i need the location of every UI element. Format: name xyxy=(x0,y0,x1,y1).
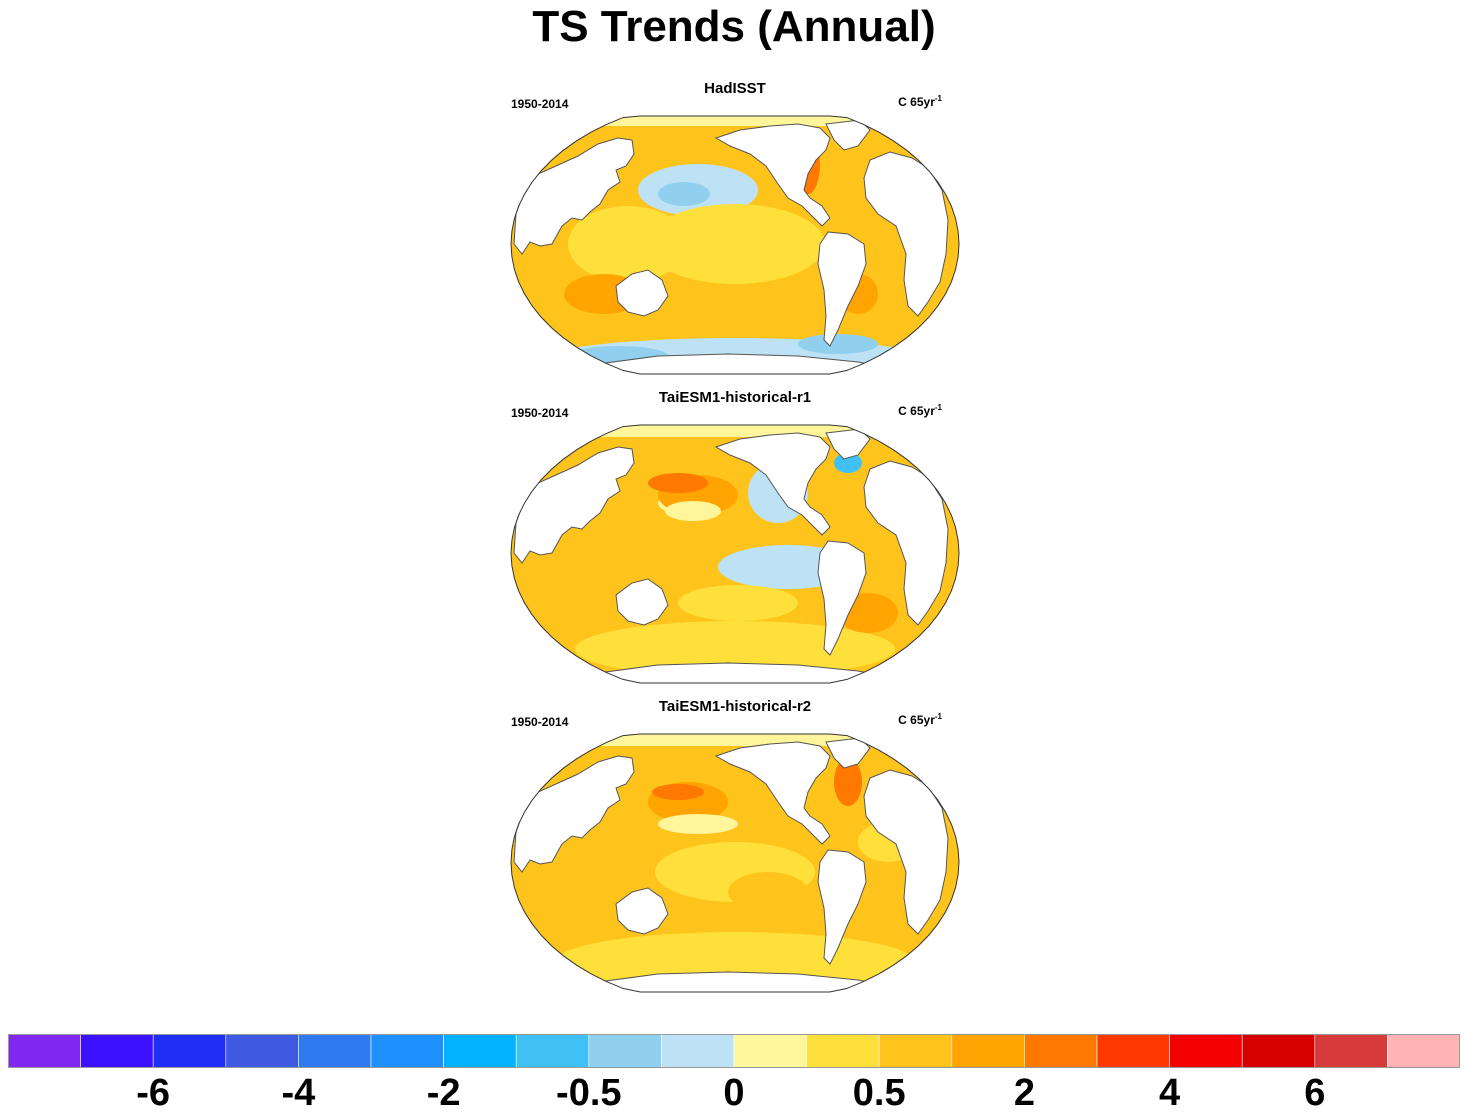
panel-units: C 65yr-1 xyxy=(898,712,942,727)
panel-title: HadISST xyxy=(704,80,766,97)
colorbar-segment xyxy=(588,1034,662,1068)
colorbar-label: -0.5 xyxy=(556,1072,622,1114)
world-map xyxy=(510,115,960,375)
colorbar-segment xyxy=(661,1034,735,1068)
colorbar-segment xyxy=(298,1034,372,1068)
colorbar-segment xyxy=(1169,1034,1243,1068)
panel-period: 1950-2014 xyxy=(511,406,569,420)
panel-period: 1950-2014 xyxy=(511,715,569,729)
colorbar-segment xyxy=(370,1034,444,1068)
colorbar-segment xyxy=(515,1034,590,1068)
colorbar-segment xyxy=(1314,1034,1388,1068)
colorbar-label: 6 xyxy=(1304,1072,1326,1114)
colorbar-segment xyxy=(80,1034,154,1068)
colorbar-label: 2 xyxy=(1013,1072,1035,1114)
colorbar-segment xyxy=(443,1034,517,1068)
colorbar-label: 0 xyxy=(723,1072,745,1114)
panel-units: C 65yr-1 xyxy=(898,94,942,109)
colorbar-segment xyxy=(1241,1034,1316,1068)
colorbar-label: -6 xyxy=(136,1072,171,1114)
colorbar-segment xyxy=(806,1034,880,1068)
panel-units: C 65yr-1 xyxy=(898,403,942,418)
map-panel-taiesm1-r2: TaiESM1-historical-r2 1950-2014 C 65yr-1 xyxy=(508,698,962,1012)
world-map xyxy=(510,733,960,993)
colorbar-segment xyxy=(1024,1034,1098,1068)
colorbar-segment xyxy=(733,1034,807,1068)
colorbar-segment xyxy=(152,1034,227,1068)
map-panel-taiesm1-r1: TaiESM1-historical-r1 1950-2014 C 65yr-1 xyxy=(508,389,962,703)
colorbar-segment xyxy=(951,1034,1025,1068)
colorbar-segment xyxy=(1096,1034,1170,1068)
colorbar-label: 4 xyxy=(1159,1072,1181,1114)
map-panel-hadisst: HadISST 1950-2014 C 65yr-1 xyxy=(508,80,962,394)
figure-title: TS Trends (Annual) xyxy=(532,2,936,51)
colorbar-segment xyxy=(225,1034,299,1068)
colorbar-label: -2 xyxy=(426,1072,461,1114)
colorbar-segment xyxy=(8,1034,81,1068)
panel-title: TaiESM1-historical-r1 xyxy=(658,389,812,406)
colorbar-label: -4 xyxy=(281,1072,316,1114)
colorbar xyxy=(8,1034,1460,1068)
colorbar-segment xyxy=(1387,1034,1460,1068)
panel-period: 1950-2014 xyxy=(511,97,569,111)
world-map xyxy=(510,424,960,684)
colorbar-segment xyxy=(878,1034,953,1068)
colorbar-label: 0.5 xyxy=(852,1072,906,1114)
panel-title: TaiESM1-historical-r2 xyxy=(658,698,812,715)
